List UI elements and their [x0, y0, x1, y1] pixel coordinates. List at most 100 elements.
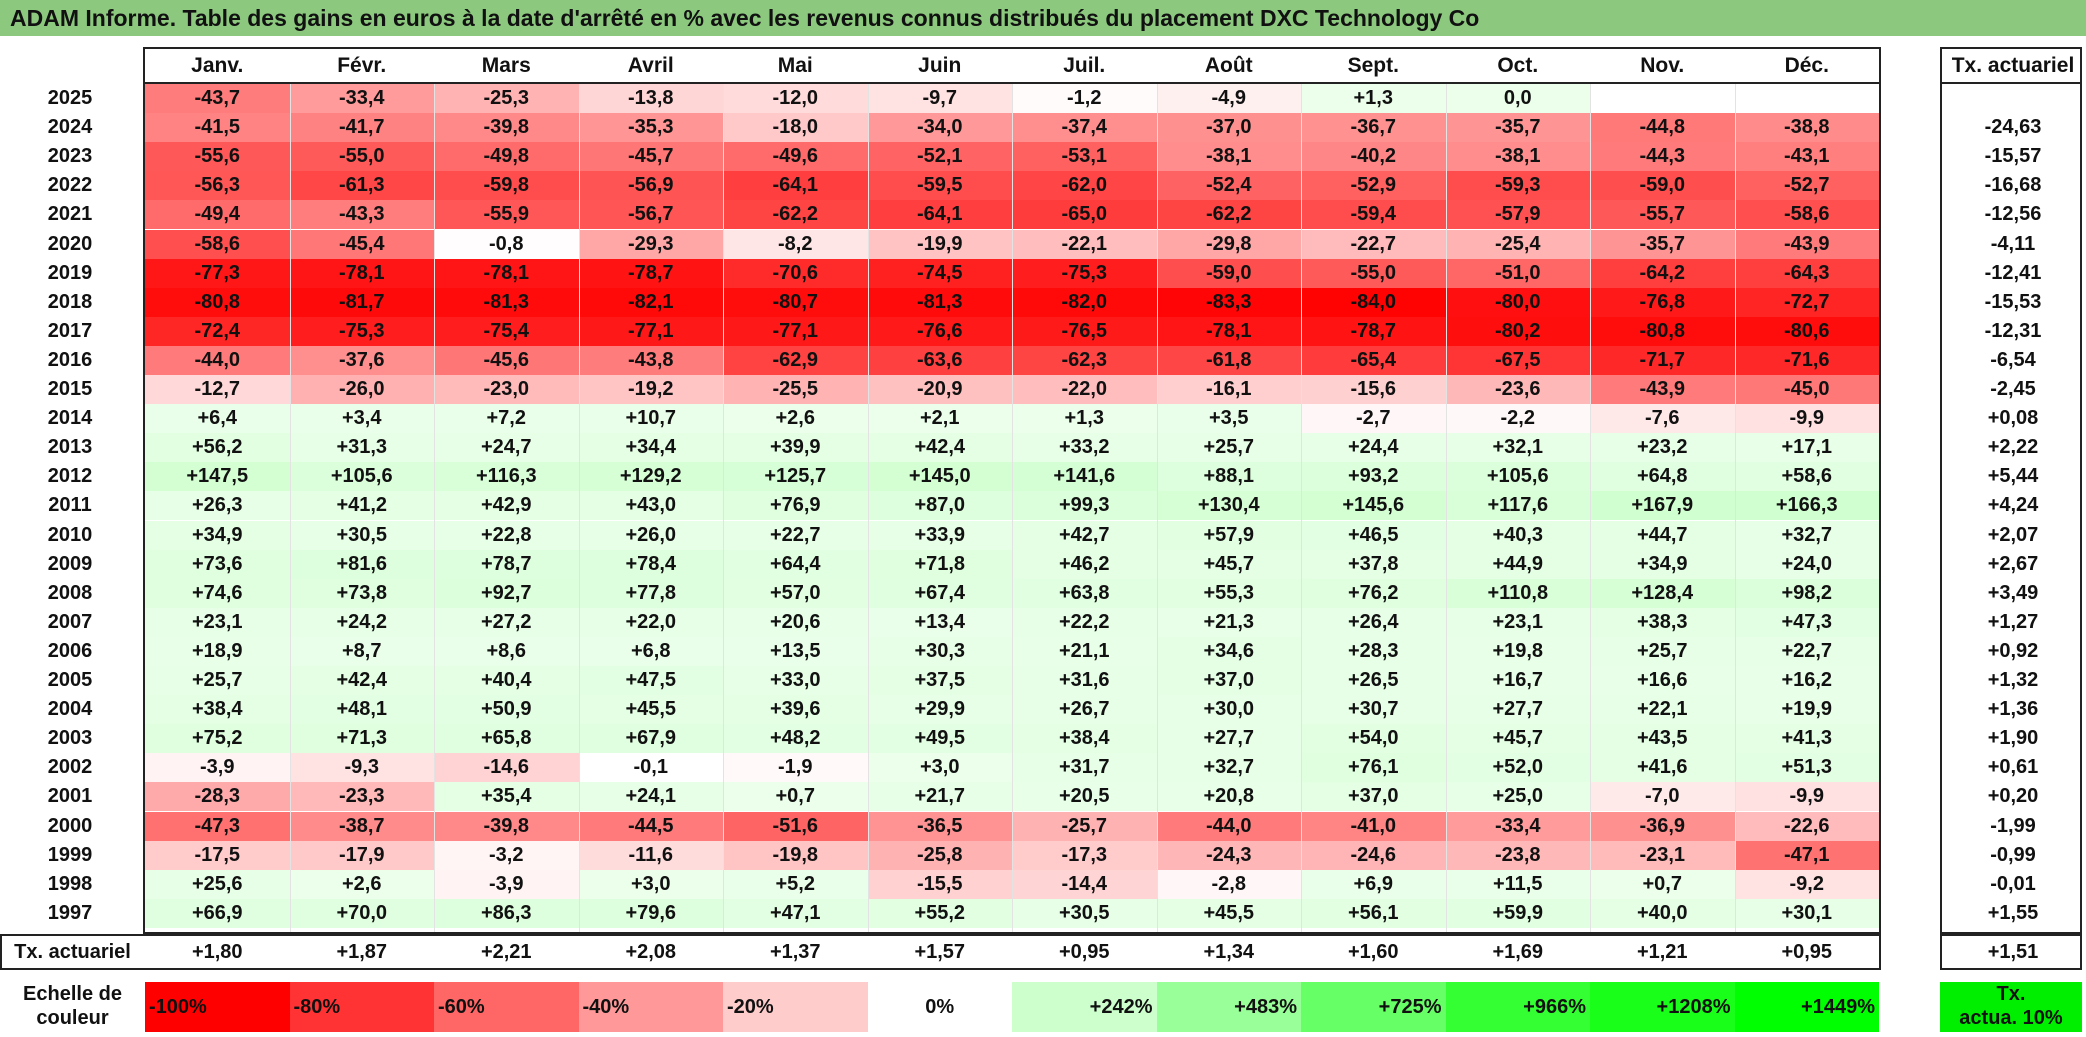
- gain-cell: -33,4: [289, 84, 434, 113]
- gain-cell: -12,0: [723, 84, 868, 113]
- gain-cell: +48,1: [289, 695, 434, 725]
- column-separator: [1734, 84, 1736, 932]
- gain-cell: -41,0: [1301, 811, 1446, 841]
- gain-cell: +1,3: [1012, 404, 1157, 434]
- row-year: 2020: [47, 232, 93, 255]
- gain-cell: -16,1: [1156, 375, 1301, 404]
- gain-cell: +37,0: [1156, 666, 1301, 695]
- gain-cell: +3,0: [867, 753, 1012, 783]
- row-year: 2023: [47, 145, 93, 168]
- gain-cell: +34,9: [145, 520, 290, 550]
- table-row: 1998 +25,6 +2,6 -3,9 +3,0 +5,2 -15,5 -14,4 -2,8 +…: [0, 869, 2086, 899]
- gain-cell: +10,7: [578, 404, 723, 434]
- gain-cell: -61,8: [1156, 345, 1301, 375]
- gain-cell: +27,7: [1156, 724, 1301, 754]
- gain-cell: +55,2: [867, 898, 1012, 928]
- gain-cell: -41,7: [289, 113, 434, 143]
- footer-rate-cell: +1,69: [1492, 940, 1544, 963]
- row-rate: -0,01: [1990, 872, 2036, 895]
- gain-cell: -43,8: [578, 345, 723, 375]
- gain-cell: -78,1: [289, 258, 434, 288]
- scale-label: Echelle de couleur: [23, 982, 122, 1029]
- gain-cell: +47,3: [1734, 607, 1879, 637]
- row-rate: -15,57: [1984, 145, 2042, 168]
- gain-cell: -59,4: [1301, 200, 1446, 230]
- gain-cell: -23,3: [289, 782, 434, 812]
- gain-cell: +45,5: [578, 695, 723, 725]
- gain-cell: -44,0: [1156, 811, 1301, 841]
- gain-cell: -57,9: [1445, 200, 1590, 230]
- gain-cell: +22,7: [1734, 636, 1879, 666]
- gain-cell: -24,6: [1301, 840, 1446, 870]
- gain-cell: +24,1: [578, 782, 723, 812]
- footer-rate-cell: +1,37: [769, 940, 821, 963]
- gain-cell: -81,7: [289, 287, 434, 317]
- table-row: 2002 -3,9 -9,3 -14,6 -0,1 -1,9 +3,0 +31,7 +32,7 +…: [0, 753, 2086, 783]
- gain-cell: -9,3: [289, 753, 434, 783]
- gain-cell: +117,6: [1445, 491, 1590, 521]
- gain-cell: -62,2: [1156, 200, 1301, 230]
- gain-cell: -39,8: [434, 811, 579, 841]
- column-separator: [289, 84, 291, 932]
- gain-cell: -76,5: [1012, 316, 1157, 346]
- gain-cell: +33,9: [867, 520, 1012, 550]
- month-header: Janv.: [191, 54, 244, 77]
- gain-cell: +42,7: [1012, 520, 1157, 550]
- gain-cell: -14,6: [434, 753, 579, 783]
- gain-cell: -7,0: [1590, 782, 1735, 812]
- gain-cell: +77,8: [578, 578, 723, 608]
- scale-step: +483%: [1156, 981, 1301, 1032]
- gain-cell: +22,1: [1590, 695, 1735, 725]
- gain-cell: +105,6: [1445, 462, 1590, 492]
- gain-cell: +76,2: [1301, 578, 1446, 608]
- gain-cell: -3,9: [434, 869, 579, 899]
- month-header: Avril: [627, 54, 674, 77]
- gain-cell: -9,9: [1734, 404, 1879, 434]
- gain-cell: +86,3: [434, 898, 579, 928]
- gain-cell: -43,1: [1734, 142, 1879, 172]
- row-rate: -0,99: [1990, 843, 2036, 866]
- row-year: 2004: [47, 698, 93, 721]
- row-rate: +0,08: [1987, 407, 2039, 430]
- gain-cell: +30,1: [1734, 898, 1879, 928]
- gain-cell: +44,9: [1445, 549, 1590, 579]
- gain-cell: +41,3: [1734, 724, 1879, 754]
- row-rate: -2,45: [1990, 378, 2036, 400]
- gain-cell: +37,8: [1301, 549, 1446, 579]
- gain-cell: -22,1: [1012, 229, 1157, 259]
- gain-cell: +56,1: [1301, 898, 1446, 928]
- gain-cell: +8,7: [289, 636, 434, 666]
- month-header: Déc.: [1784, 54, 1829, 77]
- gain-cell: +65,8: [434, 724, 579, 754]
- table-row: 1999 -17,5 -17,9 -3,2 -11,6 -19,8 -25,8 -17,3 -2…: [0, 840, 2086, 870]
- gain-cell: +44,7: [1590, 520, 1735, 550]
- gain-cell: -61,3: [289, 171, 434, 201]
- footer-rate-cell: +2,21: [480, 940, 532, 963]
- scale-step: +1208%: [1590, 981, 1735, 1032]
- month-header: Nov.: [1640, 54, 1685, 77]
- gain-cell: +57,0: [723, 578, 868, 608]
- gain-cell: +26,0: [578, 520, 723, 550]
- gain-cell: +51,3: [1734, 753, 1879, 783]
- table-row: 2008 +74,6 +73,8 +92,7 +77,8 +57,0 +67,4 +63,8 +…: [0, 578, 2086, 608]
- gain-cell: +129,2: [578, 462, 723, 492]
- gain-cell: -80,8: [145, 287, 290, 317]
- gain-cell: -82,0: [1012, 287, 1157, 317]
- gain-cell: -75,4: [434, 316, 579, 346]
- table-row: 2024 -41,5 -41,7 -39,8 -35,3 -18,0 -34,0 -37,4-…: [0, 113, 2086, 143]
- column-separator: [1301, 84, 1302, 932]
- gain-cell: -33,4: [1445, 811, 1590, 841]
- row-rate: +1,36: [1987, 698, 2039, 721]
- gain-cell: +78,7: [434, 549, 579, 579]
- gain-cell: +3,4: [289, 404, 434, 434]
- gain-cell: -26,0: [289, 375, 434, 404]
- gain-cell: +26,4: [1301, 607, 1446, 637]
- row-rate: +2,07: [1987, 523, 2039, 546]
- gain-cell: -84,0: [1301, 287, 1446, 317]
- gain-cell: -65,0: [1012, 200, 1157, 230]
- gain-cell: -2,2: [1445, 404, 1590, 434]
- table-row: 2007 +23,1 +24,2 +27,2 +22,0 +20,6 +13,4 +22,2 +…: [0, 607, 2086, 637]
- gain-cell: +52,0: [1445, 753, 1590, 783]
- gain-cell: +25,7: [1590, 636, 1735, 666]
- gain-cell: -7,6: [1590, 404, 1735, 434]
